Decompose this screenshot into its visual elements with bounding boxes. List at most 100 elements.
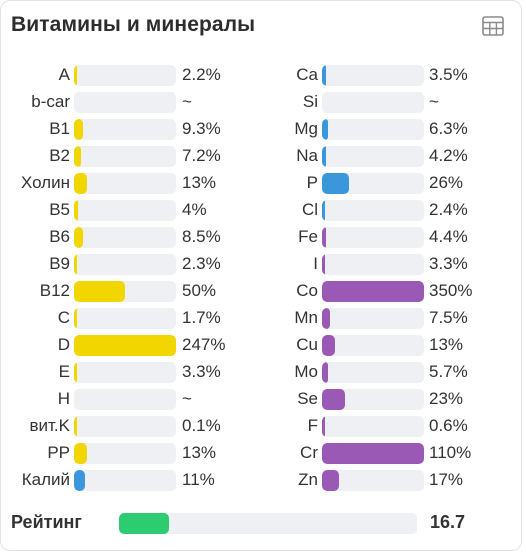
nutrient-value: 6.3% — [429, 119, 468, 138]
nutrient-value: 2.4% — [429, 200, 468, 219]
nutrient-name: Si — [302, 92, 318, 111]
nutrient-row: I 3.3% — [255, 253, 495, 280]
nutrient-bar-track — [74, 335, 176, 356]
nutrient-bar-track — [74, 362, 176, 383]
nutrient-name: B1 — [49, 119, 70, 138]
nutrient-bar-fill — [74, 335, 176, 356]
nutrient-row: Na 4.2% — [255, 145, 495, 172]
nutrient-row: Mo 5.7% — [255, 361, 495, 388]
nutrient-bar-fill — [322, 335, 336, 356]
nutrient-value: ~ — [182, 389, 192, 408]
nutrient-bar-track — [74, 92, 176, 113]
nutrient-bar-track — [322, 389, 424, 410]
nutrient-bar-fill — [322, 362, 328, 383]
nutrient-value: 23% — [429, 389, 464, 408]
nutrient-row: B6 8.5% — [1, 226, 241, 253]
nutrient-name: Co — [296, 281, 318, 300]
nutrient-row: Zn 17% — [255, 469, 495, 496]
nutrient-value: 0.6% — [429, 416, 468, 435]
nutrient-bar-track — [322, 227, 424, 248]
nutrient-bar-track — [322, 92, 424, 113]
nutrient-name: вит.K — [29, 416, 71, 435]
nutrient-row: Mn 7.5% — [255, 307, 495, 334]
nutrient-name: Cr — [300, 443, 318, 462]
nutrient-bar-track — [74, 173, 176, 194]
nutrient-value: 9.3% — [182, 119, 221, 138]
nutrient-bar-fill — [322, 173, 349, 194]
nutrient-value: 8.5% — [182, 227, 221, 246]
nutrient-value: 11% — [182, 470, 215, 489]
rating-label: Рейтинг — [11, 512, 82, 532]
nutrient-name: H — [57, 389, 70, 408]
nutrient-name: D — [57, 335, 70, 354]
nutrient-row: H ~ — [1, 388, 241, 415]
nutrient-name: A — [58, 65, 70, 84]
nutrient-row: C 1.7% — [1, 307, 241, 334]
nutrient-bar-fill — [322, 227, 327, 248]
nutrient-bar-fill — [74, 227, 83, 248]
nutrient-name: B5 — [49, 200, 70, 219]
nutrient-bar-fill — [322, 416, 325, 437]
nutrient-row: вит.K 0.1% — [1, 415, 241, 442]
rating-value: 16.7 — [430, 512, 466, 532]
nutrient-row: Cu 13% — [255, 334, 495, 361]
nutrient-bar-fill — [74, 119, 84, 140]
nutrient-value: 2.2% — [182, 65, 221, 84]
nutrient-row: B5 4% — [1, 199, 241, 226]
nutrient-value: 26% — [429, 173, 464, 192]
nutrient-value: 247% — [182, 335, 226, 354]
nutrient-row: Cr 110% — [255, 442, 495, 469]
nutrient-name: P — [306, 173, 318, 192]
nutrient-value: 17% — [429, 470, 464, 489]
nutrient-bar-track — [74, 443, 176, 464]
nutrient-row: B1 9.3% — [1, 118, 241, 145]
nutrient-bar-track — [74, 470, 176, 491]
nutrient-value: 5.7% — [429, 362, 468, 381]
nutrient-bar-fill — [322, 65, 326, 86]
nutrient-name: b-car — [31, 92, 70, 111]
nutrient-bar-fill — [74, 65, 77, 86]
nutrient-row: D 247% — [1, 334, 241, 361]
nutrient-name: Fe — [298, 227, 318, 246]
nutrient-name: F — [307, 416, 318, 435]
nutrient-bar-fill — [74, 470, 86, 491]
nutrient-value: 7.5% — [429, 308, 468, 327]
nutrient-value: 4% — [182, 200, 207, 219]
nutrient-row: Si ~ — [255, 91, 495, 118]
nutrient-name: Se — [297, 389, 318, 408]
nutrient-name: I — [313, 254, 318, 273]
nutrient-value: 3.3% — [182, 362, 221, 381]
nutrient-bar-track — [322, 308, 424, 329]
vitamins-column: A 2.2% b-car ~ B1 9.3% B2 7.2% Холин 13% B5 4% B6 8.5… — [1, 64, 241, 496]
nutrient-row: Mg 6.3% — [255, 118, 495, 145]
nutrient-bar-fill — [322, 470, 340, 491]
nutrient-bar-fill — [322, 308, 330, 329]
nutrient-bar-fill — [322, 389, 346, 410]
nutrient-name: C — [57, 308, 70, 327]
nutrient-name: Mn — [294, 308, 318, 327]
nutrient-value: 110% — [429, 443, 472, 462]
nutrient-value: 50% — [182, 281, 217, 300]
nutrient-bar-track — [74, 281, 176, 302]
nutrient-bar-track — [74, 227, 176, 248]
nutrient-name: Cl — [301, 200, 318, 219]
nutrient-bar-track — [322, 65, 424, 86]
nutrient-bar-track — [322, 281, 424, 302]
nutrient-bar-track — [322, 173, 424, 194]
nutrient-value: 0.1% — [182, 416, 221, 435]
nutrient-bar-track — [74, 119, 176, 140]
nutrient-value: ~ — [182, 92, 192, 111]
nutrient-name: Na — [296, 146, 318, 165]
nutrient-row: Co 350% — [255, 280, 495, 307]
nutrient-bar-fill — [74, 362, 78, 383]
nutrient-value: 3.5% — [429, 65, 468, 84]
nutrient-row: PP 13% — [1, 442, 241, 469]
nutrient-row: Ca 3.5% — [255, 64, 495, 91]
nutrient-value: 4.2% — [429, 146, 468, 165]
nutrient-bar-fill — [74, 146, 82, 167]
nutrient-name: PP — [47, 443, 70, 462]
table-grid-icon[interactable] — [482, 16, 504, 36]
nutrient-bar-track — [322, 146, 424, 167]
nutrient-value: 7.2% — [182, 146, 221, 165]
